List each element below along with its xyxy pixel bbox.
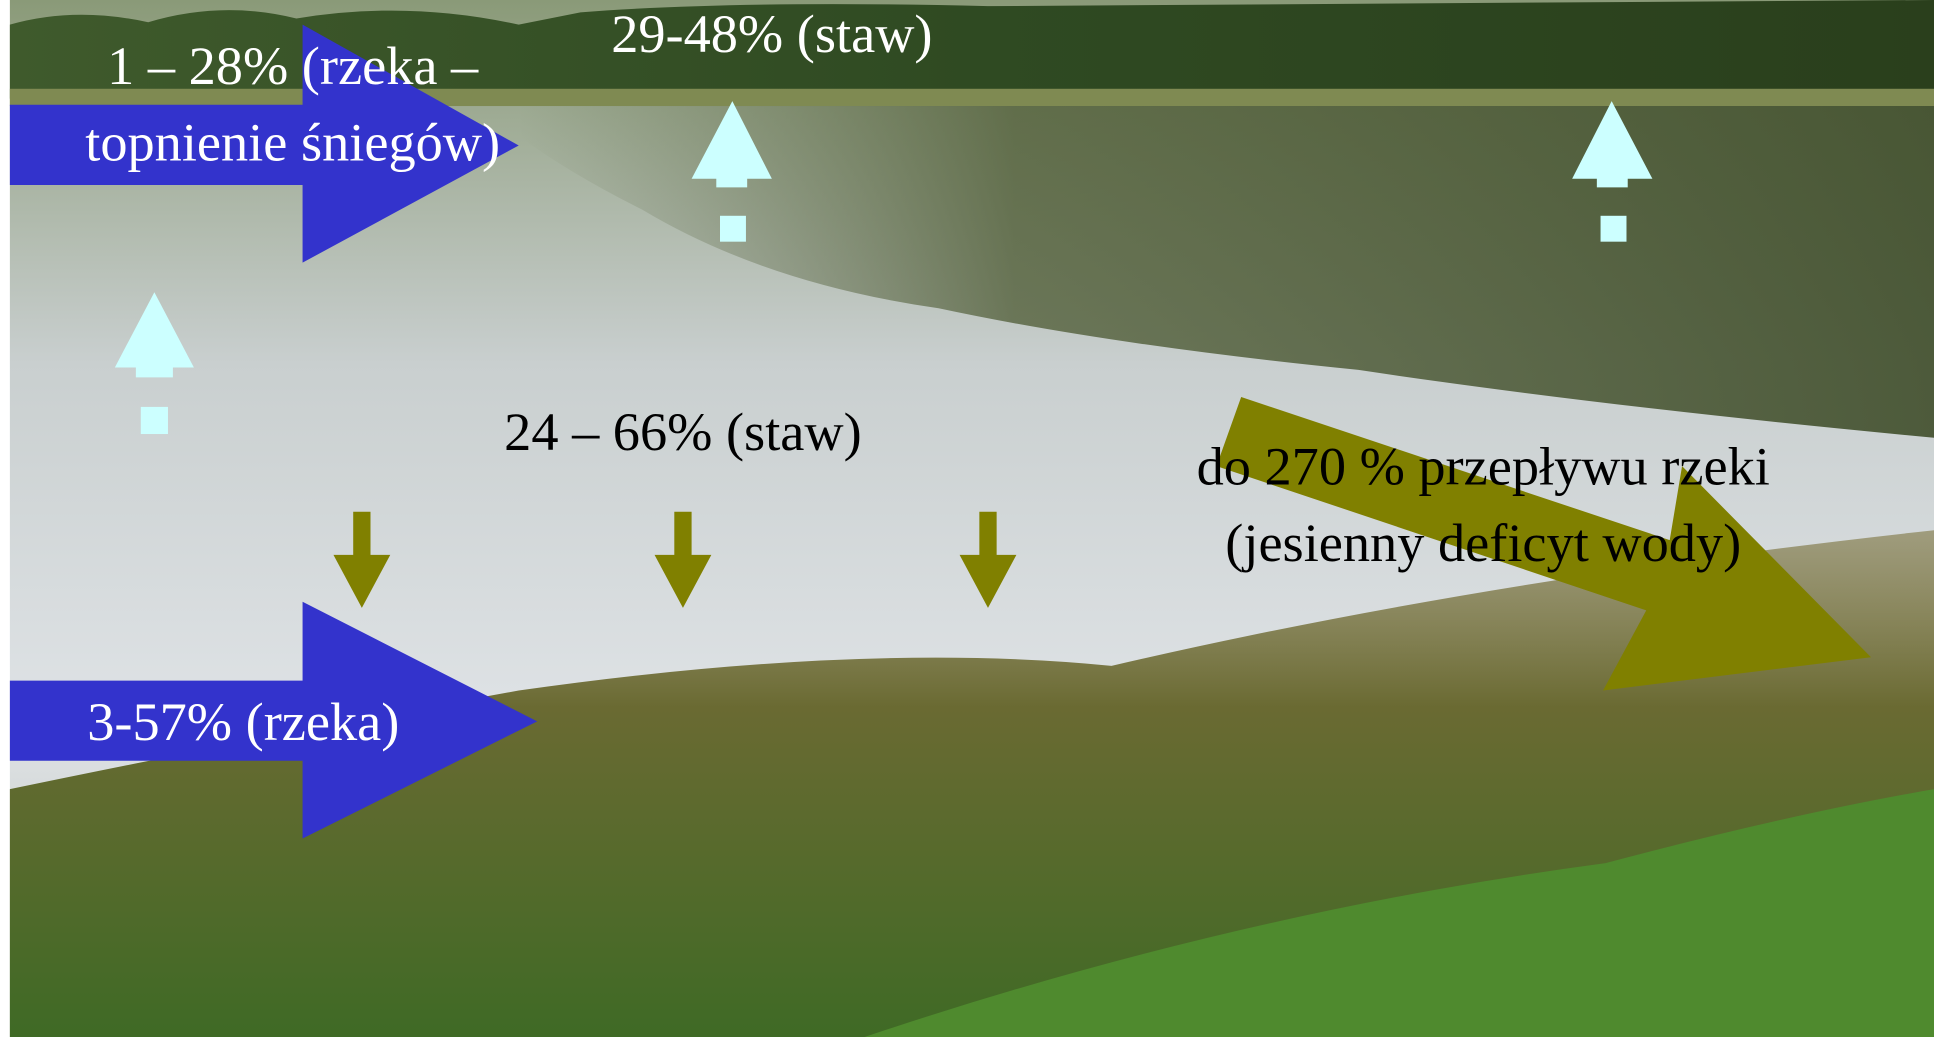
label: 24 – 66% (staw)	[504, 402, 862, 462]
arrows	[9, 24, 1872, 839]
inflow-arrow	[9, 24, 519, 263]
label: 1 – 28% (rzeka –	[107, 36, 479, 96]
shore	[9, 88, 1934, 107]
label: 3-57% (rzeka)	[87, 692, 399, 752]
outflow-arrow	[1216, 397, 1872, 691]
reflection	[518, 106, 1934, 438]
label: (jesienny deficyt wody)	[1225, 513, 1741, 573]
evaporation-arrows	[114, 101, 1653, 435]
seepage-arrows	[333, 511, 1017, 608]
label: 29-48% (staw)	[611, 4, 932, 64]
label: topnienie śniegów)	[85, 112, 500, 172]
inflow-arrow	[9, 601, 538, 839]
label: do 270 % przepływu rzeki	[1197, 437, 1770, 497]
tree-line	[9, 0, 1934, 99]
grass	[864, 789, 1934, 1037]
